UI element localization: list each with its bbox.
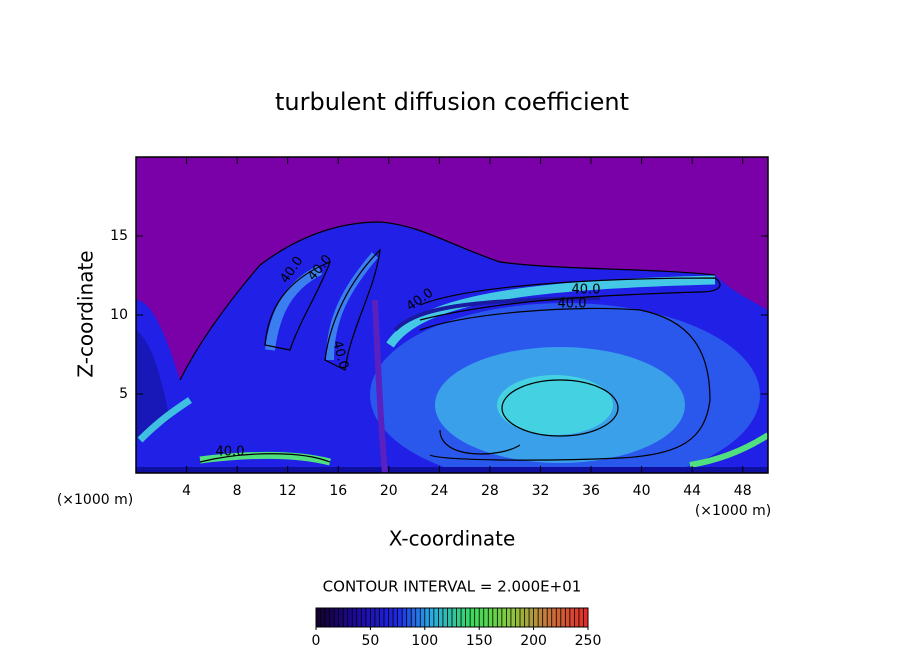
x-tick-label: 44	[683, 483, 701, 499]
colorbar-segment	[529, 608, 534, 627]
colorbar-segment	[343, 608, 348, 627]
colorbar-segment	[465, 608, 471, 627]
x-tick-label: 8	[233, 483, 242, 499]
y-tick-label: 15	[110, 228, 128, 244]
colorbar-segment	[569, 608, 575, 627]
colorbar-tick-label: 0	[312, 633, 321, 649]
colorbar-segment	[424, 608, 430, 627]
colorbar-segment	[474, 608, 480, 627]
colorbar-segment	[456, 608, 462, 627]
colorbar-segment	[406, 608, 412, 627]
x-tick-label: 4	[182, 483, 191, 499]
colorbar-segment	[565, 608, 570, 627]
colorbar-segment	[574, 608, 579, 627]
colorbar-segment	[411, 608, 416, 627]
colorbar-frame	[315, 607, 589, 628]
colorbar-segment	[560, 608, 566, 627]
contour-field	[136, 157, 768, 473]
x-tick-label: 28	[481, 483, 499, 499]
y-axis-label: Z-coordinate	[74, 250, 98, 377]
colorbar-segment	[447, 608, 452, 627]
colorbar-segment	[479, 608, 484, 627]
colorbar-segment	[483, 608, 489, 627]
colorbar-segment	[402, 608, 407, 627]
y-tick-label: 10	[110, 307, 128, 323]
colorbar-segment	[356, 608, 362, 627]
x-axis-label: X-coordinate	[389, 527, 516, 551]
colorbar-segment	[420, 608, 425, 627]
x-tick-label: 24	[430, 483, 448, 499]
colorbar-segment	[520, 608, 525, 627]
colorbar-segment	[338, 608, 344, 627]
x-tick-label: 16	[329, 483, 347, 499]
colorbar-segment	[556, 608, 561, 627]
colorbar-segment	[515, 608, 520, 627]
x-tick-label: 20	[380, 483, 398, 499]
colorbar-segment	[492, 608, 498, 627]
colorbar-tick-label: 250	[575, 633, 602, 649]
colorbar-segment	[384, 608, 389, 627]
colorbar-segment	[320, 608, 326, 627]
contour-label: 40.0	[572, 283, 601, 298]
colorbar-segment	[538, 608, 543, 627]
colorbar-segment	[352, 608, 357, 627]
chart-title: turbulent diffusion coefficient	[275, 88, 629, 116]
colorbar-tick-label: 150	[466, 633, 493, 649]
x-unit-label: (×1000 m)	[695, 503, 771, 519]
colorbar-tick-label: 50	[361, 633, 379, 649]
colorbar-segment	[497, 608, 502, 627]
y-tick-label: 5	[119, 386, 128, 402]
colorbar-tick-label: 200	[520, 633, 547, 649]
colorbar-segment	[442, 608, 448, 627]
colorbar-segment	[524, 608, 530, 627]
colorbar-segment	[393, 608, 398, 627]
colorbar-segment	[334, 608, 339, 627]
colorbar-segment	[583, 608, 588, 627]
x-tick-label: 32	[532, 483, 550, 499]
contour-label: 40.0	[558, 297, 587, 312]
colorbar-segment	[429, 608, 434, 627]
x-unit-label: (×1000 m)	[57, 492, 133, 508]
contour-label: 40.0	[329, 339, 351, 371]
colorbar-segment	[470, 608, 475, 627]
colorbar-segment	[361, 608, 366, 627]
contour-interval: CONTOUR INTERVAL = 2.000E+01	[323, 578, 582, 596]
colorbar-tick-label: 100	[411, 633, 438, 649]
colorbar-segment	[329, 608, 335, 627]
colorbar-segment	[316, 608, 321, 627]
colorbar-segment	[379, 608, 384, 627]
x-tick-label: 36	[582, 483, 600, 499]
colorbar-segment	[510, 608, 516, 627]
x-tick-label: 40	[633, 483, 651, 499]
colorbar-segment	[551, 608, 557, 627]
colorbar-segment	[488, 608, 493, 627]
colorbar-segment	[325, 608, 330, 627]
x-tick-label: 12	[279, 483, 297, 499]
colorbar-segment	[578, 608, 584, 627]
colorbar-segment	[438, 608, 443, 627]
colorbar-segment	[533, 608, 539, 627]
colorbar-segment	[347, 608, 353, 627]
colorbar-segment	[397, 608, 403, 627]
colorbar-segment	[433, 608, 439, 627]
colorbar-segment	[374, 608, 380, 627]
colorbar-segment	[388, 608, 394, 627]
colorbar-segment	[542, 608, 548, 627]
colorbar-segment	[452, 608, 457, 627]
colorbar-segment	[547, 608, 552, 627]
colorbar-segment	[461, 608, 466, 627]
x-tick-label: 48	[734, 483, 752, 499]
colorbar-segment	[501, 608, 507, 627]
colorbar-segment	[415, 608, 421, 627]
colorbar-segment	[506, 608, 511, 627]
colorbar-segment	[365, 608, 371, 627]
contour-label: 40.0	[216, 445, 245, 460]
colorbar-segment	[370, 608, 375, 627]
